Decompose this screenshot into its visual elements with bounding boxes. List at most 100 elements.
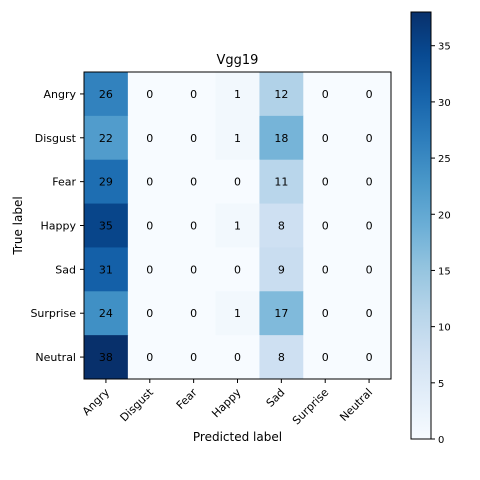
heatmap-cell	[215, 335, 260, 380]
cell-value-label: 26	[99, 88, 113, 101]
heatmap-cell	[303, 203, 348, 248]
heatmap-cell	[347, 247, 392, 292]
y-tick-label: Neutral	[35, 351, 76, 364]
cell-value-label: 0	[190, 220, 197, 233]
x-tick-label: Sad	[264, 386, 288, 410]
heatmap-cell	[127, 72, 173, 117]
cell-value-label: 38	[99, 351, 113, 364]
heatmap-cell	[259, 203, 304, 248]
cell-value-label: 0	[146, 351, 153, 364]
cell-value-label: 0	[366, 263, 373, 276]
cell-value-label: 0	[190, 307, 197, 320]
cell-value-label: 0	[190, 263, 197, 276]
cell-value-label: 0	[190, 88, 197, 101]
heatmap-cell	[303, 335, 348, 380]
heatmap-cell	[347, 203, 392, 248]
cell-value-label: 0	[366, 220, 373, 233]
cell-value-label: 0	[366, 307, 373, 320]
colorbar	[410, 11, 432, 440]
cell-value-label: 0	[234, 176, 241, 189]
cell-value-label: 0	[190, 351, 197, 364]
x-tick-label: Neutral	[337, 386, 375, 424]
heatmap-cells	[84, 72, 392, 380]
colorbar-tick-label: 30	[438, 98, 451, 109]
cell-value-label: 11	[274, 176, 288, 189]
y-axis-label: True label	[11, 196, 25, 255]
heatmap-cell	[347, 291, 392, 336]
heatmap-cell	[259, 115, 304, 161]
heatmap-cell	[127, 159, 173, 205]
colorbar-tick-label: 25	[438, 154, 451, 165]
cell-value-label: 0	[322, 88, 329, 101]
heatmap-cell	[84, 159, 129, 205]
heatmap-cell	[347, 335, 392, 380]
heatmap-cell	[127, 115, 173, 161]
cell-value-label: 0	[234, 263, 241, 276]
heatmap-cell	[259, 72, 304, 117]
heatmap-cell	[303, 72, 348, 117]
x-tick-label: Surprise	[290, 386, 332, 428]
heatmap-cell	[127, 203, 173, 248]
heatmap-cell	[259, 291, 304, 336]
cell-value-label: 0	[190, 176, 197, 189]
heatmap-cell	[84, 72, 129, 117]
heatmap-cell	[303, 115, 348, 161]
cell-value-label: 0	[366, 88, 373, 101]
heatmap-cell	[215, 72, 260, 117]
cell-value-label: 1	[234, 220, 241, 233]
cell-value-label: 8	[278, 220, 285, 233]
cell-value-label: 1	[234, 132, 241, 145]
heatmap-cell	[303, 291, 348, 336]
cell-value-label: 0	[146, 88, 153, 101]
y-tick-label: Surprise	[30, 307, 76, 320]
cell-value-label: 22	[99, 132, 113, 145]
cell-value-label: 8	[278, 351, 285, 364]
cell-value-label: 17	[274, 307, 288, 320]
heatmap-cell	[215, 247, 260, 292]
heatmap-cell	[171, 203, 217, 248]
y-tick-label: Happy	[41, 220, 77, 233]
heatmap-cell	[347, 159, 392, 205]
heatmap-cell	[347, 115, 392, 161]
cell-value-label: 18	[274, 132, 288, 145]
heatmap-cell	[171, 247, 217, 292]
heatmap-cell	[303, 247, 348, 292]
heatmap-cell	[84, 335, 129, 380]
heatmap-cell	[215, 203, 260, 248]
cell-value-label: 0	[322, 263, 329, 276]
heatmap-cell	[259, 247, 304, 292]
heatmap-cell	[171, 159, 217, 205]
heatmap-cell	[84, 247, 129, 292]
y-tick-label: Fear	[52, 176, 76, 189]
cell-value-label: 0	[366, 132, 373, 145]
colorbar-ticks: 0 5 10 15 20 25 30 35	[431, 42, 451, 446]
y-tick-label: Disgust	[35, 132, 77, 145]
x-axis-ticks: Angry Disgust Fear Happy Sad Surprise Neutral	[80, 379, 375, 427]
chart-title: Vgg19	[217, 53, 259, 68]
heatmap-cell	[84, 115, 129, 161]
x-tick-label: Disgust	[118, 385, 157, 424]
heatmap-cell	[259, 159, 304, 205]
x-tick-label: Angry	[80, 386, 113, 419]
heatmap-cell	[347, 72, 392, 117]
cell-value-label: 0	[322, 220, 329, 233]
heatmap-cell	[171, 335, 217, 380]
y-tick-label: Sad	[55, 263, 76, 276]
colorbar-tick-label: 15	[438, 266, 451, 277]
cell-value-label: 0	[322, 176, 329, 189]
colorbar-tick-label: 10	[438, 323, 451, 334]
cell-value-label: 0	[146, 307, 153, 320]
heatmap-cell	[303, 159, 348, 205]
x-axis-label: Predicted label	[193, 430, 282, 444]
cell-value-label: 0	[146, 176, 153, 189]
cell-value-label: 0	[322, 351, 329, 364]
cell-value-label: 0	[322, 132, 329, 145]
cell-value-label: 29	[99, 176, 113, 189]
y-axis-ticks: Angry Disgust Fear Happy Sad Surprise Neutral	[30, 88, 84, 364]
colorbar-tick-label: 0	[438, 435, 444, 446]
heatmap-cell	[171, 291, 217, 336]
cell-value-label: 9	[278, 263, 285, 276]
heatmap-cell	[171, 72, 217, 117]
x-tick-label: Happy	[209, 386, 244, 421]
